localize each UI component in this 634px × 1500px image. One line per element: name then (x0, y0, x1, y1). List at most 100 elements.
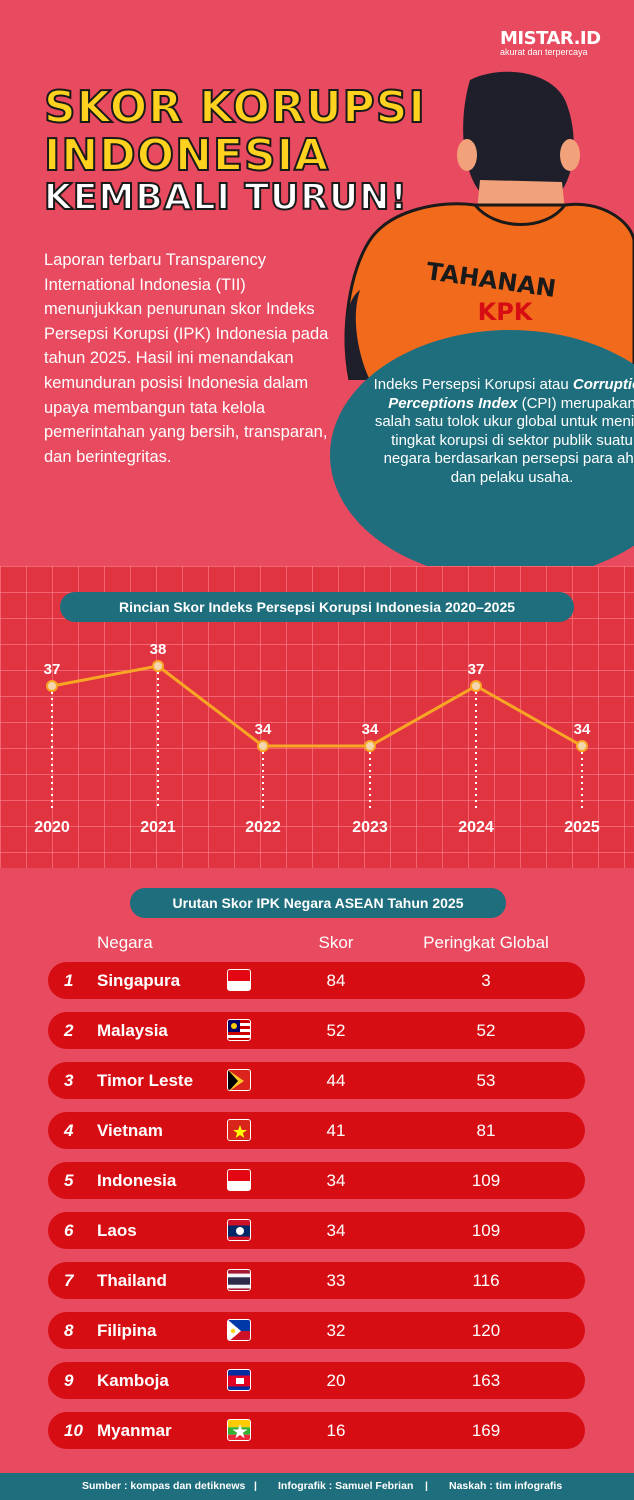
vietnam-flag-icon (227, 1119, 251, 1141)
global-rank-value: 169 (471, 1421, 501, 1440)
global-rank-value: 3 (481, 971, 491, 990)
intro-paragraph: Laporan terbaru Transparency Internation… (44, 251, 329, 466)
x-tick-label: 2024 (458, 819, 494, 836)
country-name: Indonesia (97, 1171, 177, 1190)
score-value: 32 (326, 1321, 346, 1340)
x-tick-label: 2020 (34, 819, 70, 836)
data-label: 38 (150, 641, 167, 658)
country-name: Kamboja (97, 1371, 169, 1390)
rank-number: 8 (64, 1321, 74, 1340)
column-header-score: Skor (318, 933, 354, 952)
x-tick-label: 2022 (245, 819, 281, 836)
info-text-part1: Indeks Persepsi Korupsi atau (373, 376, 573, 393)
footer-credits: Sumber : kompas dan detiknews | Infograf… (0, 1473, 634, 1500)
table-row: 9 Kamboja 20 163 (48, 1362, 585, 1399)
global-rank-value: 116 (472, 1271, 500, 1290)
rank-number: 6 (64, 1221, 74, 1240)
footer-infographic-credit: Infografik : Samuel Febrian (278, 1480, 414, 1492)
laos-flag-icon (227, 1219, 251, 1241)
rank-number: 7 (64, 1271, 74, 1290)
data-point (46, 680, 58, 692)
rank-number: 10 (64, 1421, 83, 1440)
country-name: Timor Leste (97, 1071, 194, 1090)
data-label: 37 (44, 661, 61, 678)
footer-separator: | (425, 1480, 428, 1492)
table-row: 8 Filipina 32 120 (48, 1312, 585, 1349)
table-row: 3 Timor Leste 44 53 (48, 1062, 585, 1099)
philippines-flag-icon (227, 1319, 251, 1341)
table-row: 1 Singapura 84 3 (48, 962, 585, 999)
vest-subtext: KPK (478, 298, 534, 326)
thailand-flag-icon (227, 1269, 251, 1291)
country-name: Filipina (97, 1321, 157, 1340)
line-chart: 37 2020 38 2021 34 2022 34 2023 37 2024 34 2025 (34, 641, 600, 836)
rank-number: 3 (64, 1071, 74, 1090)
rank-number: 4 (64, 1121, 74, 1140)
brand-tagline: akurat dan terpercaya (500, 47, 588, 57)
rank-number: 1 (64, 971, 74, 990)
score-value: 20 (326, 1371, 346, 1390)
head-shape (463, 71, 574, 192)
data-label: 34 (255, 721, 272, 738)
timor-leste-flag-icon (227, 1069, 251, 1091)
x-tick-label: 2023 (352, 819, 388, 836)
info-bubble-text: Indeks Persepsi Korupsi atau Corruption … (372, 376, 634, 487)
myanmar-flag-icon (227, 1419, 251, 1441)
info-bubble (330, 330, 634, 580)
footer-source: Sumber : kompas dan detiknews (82, 1480, 246, 1492)
table-row: 4 Vietnam 41 81 (48, 1112, 585, 1149)
singapore-flag-icon (227, 969, 251, 991)
brand-logo: MISTAR.ID akurat dan terpercaya (500, 28, 610, 57)
column-header-global-rank: Peringkat Global (423, 933, 549, 952)
table-row: 10 Myanmar 16 169 (48, 1412, 585, 1449)
info-text-part2: (CPI) merupakan salah satu tolok ukur gl… (374, 394, 634, 486)
global-rank-value: 120 (471, 1321, 501, 1340)
score-value: 16 (326, 1421, 346, 1440)
data-label: 37 (468, 661, 485, 678)
brand-name: MISTAR.ID (500, 28, 601, 49)
table-title: Urutan Skor IPK Negara ASEAN Tahun 2025 (130, 888, 506, 918)
title-line-1: SKOR KORUPSI (43, 82, 426, 133)
country-name: Thailand (97, 1271, 167, 1290)
x-tick-label: 2025 (564, 819, 600, 836)
table-row: 5 Indonesia 34 109 (48, 1162, 585, 1199)
score-value: 52 (326, 1021, 346, 1040)
global-rank-value: 52 (476, 1021, 496, 1040)
data-point (576, 740, 588, 752)
global-rank-value: 163 (471, 1371, 501, 1390)
rank-number: 9 (64, 1371, 74, 1390)
score-value: 41 (326, 1121, 346, 1140)
column-header-country: Negara (97, 933, 153, 952)
score-value: 34 (326, 1171, 346, 1190)
country-name: Vietnam (97, 1121, 163, 1140)
score-value: 34 (326, 1221, 346, 1240)
global-rank-value: 109 (471, 1171, 501, 1190)
chart-title: Rincian Skor Indeks Persepsi Korupsi Ind… (60, 592, 574, 622)
rank-number: 2 (64, 1021, 74, 1040)
title-line-2: INDONESIA (43, 130, 330, 181)
title-line-3: KEMBALI TURUN! (43, 177, 408, 218)
malaysia-flag-icon (227, 1019, 251, 1041)
global-rank-value: 81 (476, 1121, 496, 1140)
data-point (470, 680, 482, 692)
table-row: 2 Malaysia 52 52 (48, 1012, 585, 1049)
series-line (51, 664, 583, 748)
footer-separator: | (254, 1480, 257, 1492)
country-name: Singapura (97, 971, 181, 990)
data-label: 34 (362, 721, 379, 738)
x-tick-label: 2021 (140, 819, 176, 836)
footer-script-credit: Naskah : tim infografis (449, 1480, 563, 1492)
country-name: Laos (97, 1221, 137, 1240)
cambodia-flag-icon (227, 1369, 251, 1391)
rank-number: 5 (64, 1171, 74, 1190)
global-rank-value: 53 (476, 1071, 496, 1090)
global-rank-value: 109 (471, 1221, 501, 1240)
score-value: 44 (326, 1071, 346, 1090)
table-row: 6 Laos 34 109 (48, 1212, 585, 1249)
score-value: 84 (326, 971, 346, 990)
table-row: 7 Thailand 33 116 (48, 1262, 585, 1299)
data-label: 34 (574, 721, 591, 738)
data-point (364, 740, 376, 752)
info-text-italic: Corruption Perceptions Index (388, 376, 634, 412)
